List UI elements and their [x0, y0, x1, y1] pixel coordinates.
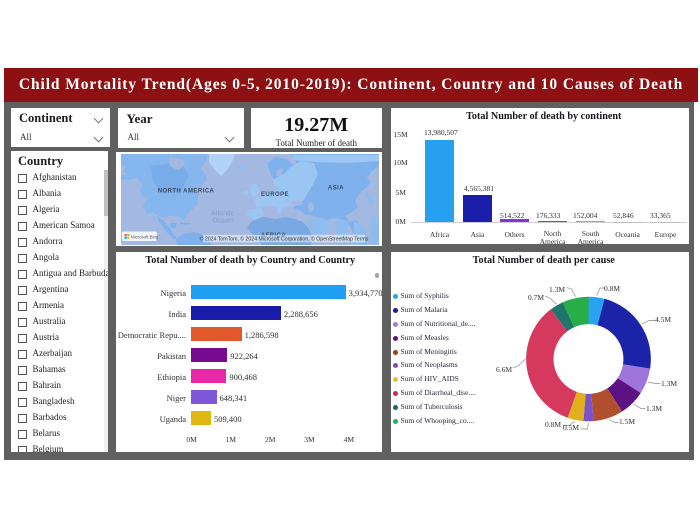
svg-text:EUROPE: EUROPE	[261, 192, 289, 198]
svg-text:© 2024 TomTom, © 2024 Microsof: © 2024 TomTom, © 2024 Microsoft Corporat…	[200, 235, 369, 242]
svg-text:Atlantic: Atlantic	[211, 210, 234, 217]
svg-text:Microsoft Bing: Microsoft Bing	[131, 234, 159, 239]
svg-text:NORTH AMERICA: NORTH AMERICA	[158, 188, 215, 194]
svg-text:Ocean: Ocean	[212, 217, 233, 224]
svg-text:ASIA: ASIA	[328, 185, 344, 191]
